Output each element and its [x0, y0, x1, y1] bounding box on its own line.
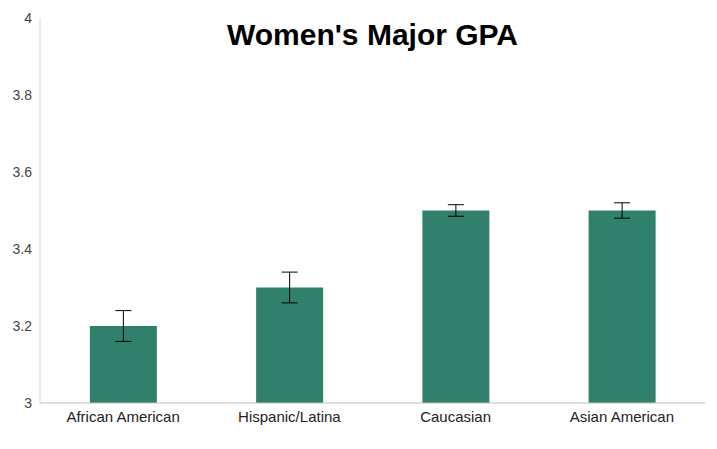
svg-text:3.2: 3.2 [13, 318, 33, 334]
svg-text:4: 4 [24, 10, 32, 26]
html-text:Women's Major GPA: Women's Major GPA [227, 18, 518, 51]
svg-text:3.6: 3.6 [13, 164, 33, 180]
svg-text:Hispanic/Latina: Hispanic/Latina [238, 408, 341, 425]
svg-text:3.8: 3.8 [13, 87, 33, 103]
svg-text:Caucasian: Caucasian [420, 408, 491, 425]
svg-text:African American: African American [66, 408, 179, 425]
svg-text:3.4: 3.4 [13, 241, 33, 257]
svg-text:3: 3 [24, 395, 32, 411]
svg-text:Asian American: Asian American [570, 408, 674, 425]
